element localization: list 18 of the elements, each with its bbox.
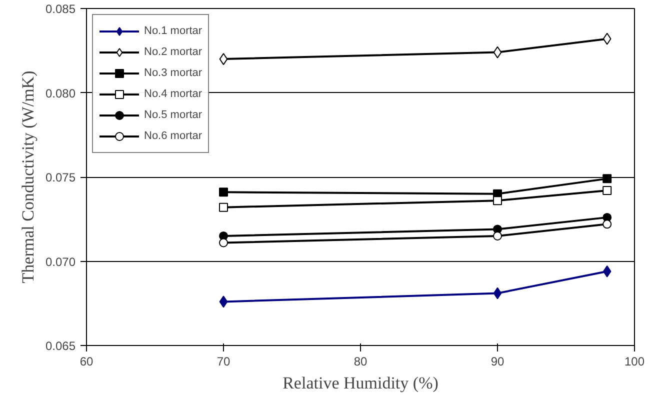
- y-tick-label: 0.075: [45, 170, 76, 184]
- y-tick-label: 0.085: [45, 2, 76, 16]
- legend-label: No.1 mortar: [144, 24, 202, 38]
- x-tick-label: 80: [354, 354, 368, 368]
- legend-label: No.6 mortar: [144, 129, 202, 143]
- y-tick-label: 0.065: [45, 339, 76, 353]
- legend-label: No.5 mortar: [144, 108, 202, 122]
- y-tick-label: 0.070: [45, 254, 76, 269]
- y-axis-title: Thermal Conductivity (W/mK): [18, 70, 38, 284]
- legend-label: No.3 mortar: [144, 66, 202, 80]
- x-tick-label: 100: [624, 354, 645, 368]
- x-tick-label: 70: [216, 354, 230, 368]
- x-axis-title: Relative Humidity (%): [282, 374, 438, 392]
- x-tick-label: 60: [80, 354, 94, 368]
- legend-label: No.2 mortar: [144, 45, 202, 59]
- x-tick-label: 90: [490, 354, 504, 368]
- y-tick-label: 0.080: [45, 86, 76, 100]
- legend-label: No.4 mortar: [144, 87, 202, 101]
